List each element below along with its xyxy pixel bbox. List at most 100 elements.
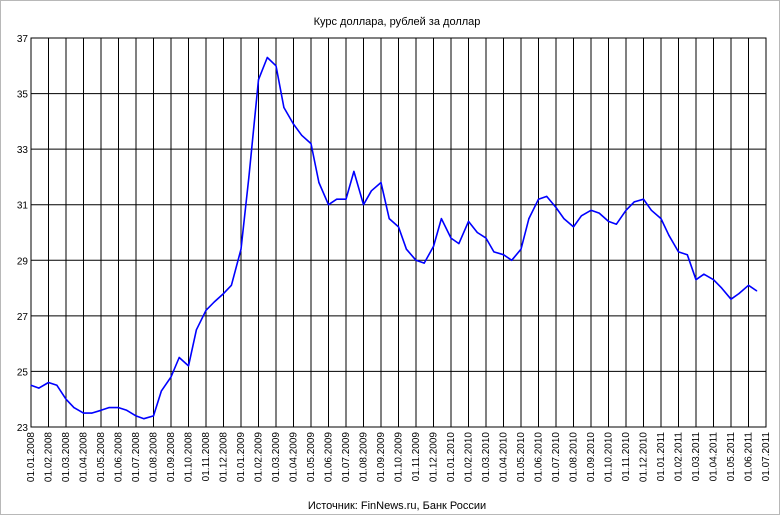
data-point [440,218,442,220]
x-tick-label: 01.10.2010 [604,432,615,482]
data-point [178,356,180,359]
data-point [248,176,250,178]
data-point [625,209,627,211]
data-point [353,170,355,172]
data-point [205,309,207,311]
y-tick-label: 31 [17,201,29,212]
data-point [650,209,653,211]
x-tick-label: 01.01.2010 [446,432,457,482]
data-point [91,412,93,414]
y-tick-label: 35 [17,90,29,101]
x-tick-label: 01.04.2008 [79,432,90,482]
x-tick-label: 01.10.2009 [394,432,405,482]
x-tick-label: 01.05.2010 [516,432,527,482]
data-point [615,223,618,225]
x-tick-label: 01.11.2008 [201,432,212,482]
data-point [485,237,487,239]
data-point [336,198,338,200]
data-point [388,218,390,220]
data-point [598,212,600,214]
data-point [695,279,697,281]
data-point [738,293,740,295]
x-tick-label: 01.02.2008 [44,432,55,482]
data-point [108,407,110,409]
data-point [126,409,128,411]
data-point [213,301,215,303]
data-point [677,251,680,253]
grid [30,37,767,428]
data-point [423,262,425,264]
x-tick-label: 01.11.2010 [621,432,632,482]
x-tick-label: 01.06.2009 [324,432,335,482]
data-point [292,123,295,125]
x-axis-ticks: 01.01.2008 01.02.2008 01.03.2008 01.04.2008… [26,432,772,482]
x-tick-label: 01.02.2009 [254,432,265,482]
data-point [397,226,400,228]
x-tick-label: 01.03.2009 [271,432,282,482]
data-point [703,273,705,275]
data-point [240,248,242,250]
data-point [187,365,190,367]
data-point [432,245,435,247]
data-point [660,218,662,220]
data-point [528,218,530,220]
series-layer [30,56,758,420]
data-point [546,195,548,197]
data-point [756,290,758,292]
series-line [30,56,758,420]
x-tick-label: 01.06.2008 [114,432,125,482]
x-tick-label: 01.08.2008 [149,432,160,482]
x-tick-label: 01.06.2011 [744,432,755,482]
x-tick-label: 01.05.2011 [726,432,737,482]
x-tick-label: 01.07.2009 [341,432,352,482]
data-point [135,415,137,417]
data-point [362,204,365,206]
y-axis-ticks: 23 25 27 29 31 33 35 37 [17,34,29,434]
data-point [563,218,565,220]
data-point [266,56,268,59]
data-point [82,412,85,414]
data-point [633,201,635,203]
x-tick-label: 01.03.2011 [691,432,702,482]
chart-title: Курс доллара, рублей за доллар [314,16,481,28]
y-tick-label: 37 [17,34,29,45]
data-point [450,237,452,239]
data-point [642,198,645,200]
x-tick-label: 01.04.2011 [709,432,720,482]
data-point [230,284,232,286]
data-point [572,226,575,228]
data-point [590,209,592,211]
data-point [327,204,330,206]
data-point [370,190,372,192]
data-point [537,198,540,200]
x-tick-label: 01.07.2010 [551,432,562,482]
data-point [467,220,470,222]
data-point [170,376,172,378]
x-tick-label: 01.11.2009 [411,432,422,482]
x-tick-label: 01.01.2008 [26,432,37,482]
data-point [56,384,58,386]
data-point [310,143,312,145]
data-point [73,407,75,409]
y-tick-label: 33 [17,145,29,156]
data-point [345,198,347,200]
x-tick-label: 01.04.2009 [289,432,300,482]
x-tick-label: 01.09.2008 [166,432,177,482]
x-tick-label: 01.01.2011 [656,432,667,482]
y-tick-label: 25 [17,367,29,378]
x-tick-label: 01.08.2010 [569,432,580,482]
data-point [301,134,303,136]
data-point [511,259,513,261]
data-point [580,215,583,217]
data-point [520,248,522,250]
x-tick-label: 01.01.2009 [236,432,247,482]
x-tick-label: 01.04.2010 [499,432,510,482]
x-tick-label: 01.02.2010 [464,432,475,482]
x-tick-label: 01.12.2009 [429,432,440,482]
data-point [607,220,610,222]
data-point [476,231,478,234]
data-point [555,206,557,209]
y-tick-label: 23 [17,423,29,434]
